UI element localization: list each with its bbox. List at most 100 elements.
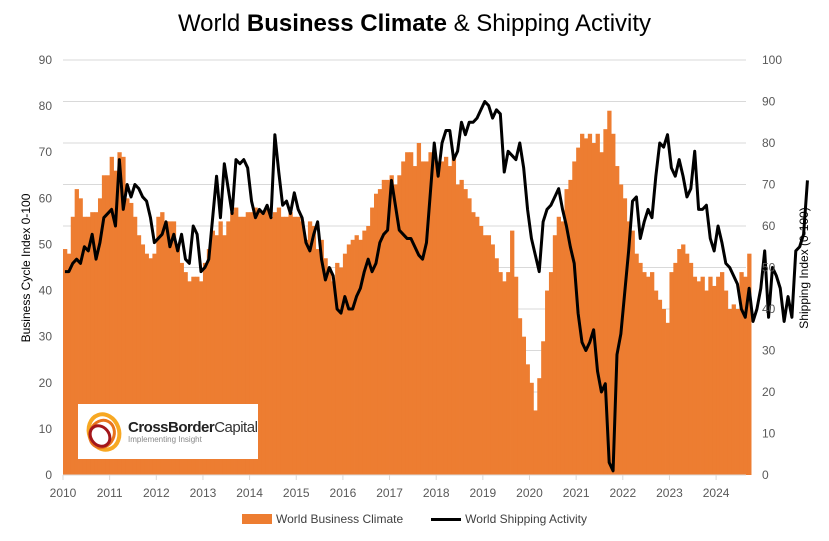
bar <box>665 322 670 475</box>
bar <box>70 216 76 475</box>
bar <box>148 258 153 475</box>
bar <box>646 276 651 475</box>
bar <box>486 235 492 475</box>
bar <box>471 212 476 476</box>
bar <box>300 221 305 475</box>
bar <box>381 179 387 475</box>
bar <box>556 216 561 475</box>
bar <box>234 207 239 475</box>
bar <box>393 184 398 475</box>
bar <box>218 221 223 475</box>
bar <box>716 276 721 475</box>
bar <box>311 226 317 475</box>
bar <box>210 230 216 475</box>
bar <box>183 272 188 475</box>
bar <box>611 133 616 475</box>
bar <box>265 207 270 475</box>
bar <box>195 276 200 475</box>
bar <box>630 230 635 475</box>
bar <box>385 179 390 475</box>
bar <box>249 212 254 476</box>
bar <box>90 212 95 476</box>
bar <box>521 336 527 475</box>
bar <box>595 133 600 475</box>
bar <box>583 138 589 475</box>
bar <box>191 276 196 475</box>
bar <box>739 272 744 475</box>
bar <box>315 249 320 475</box>
bar <box>436 161 441 475</box>
bar <box>475 216 480 475</box>
y-left-axis-title: Business Cycle Index 0-100 <box>19 193 33 342</box>
bar <box>455 184 460 475</box>
y-right-tick-label: 0 <box>762 468 769 482</box>
x-tick-label: 2013 <box>190 486 217 500</box>
bar <box>708 276 713 475</box>
legend-label-shipping-activity: World Shipping Activity <box>465 512 587 526</box>
logo-name: CrossBorderCapital <box>128 419 258 436</box>
bar <box>681 244 686 475</box>
bar <box>747 253 752 475</box>
y-right-tick-label: 70 <box>762 178 776 192</box>
bar <box>692 276 698 475</box>
bar <box>202 262 208 475</box>
bar <box>288 212 293 476</box>
bar <box>685 253 690 475</box>
bar <box>63 249 68 475</box>
bar <box>241 216 247 475</box>
y-left-tick-label: 0 <box>45 468 52 482</box>
legend-label-business-climate: World Business Climate <box>276 512 404 526</box>
x-tick-label: 2015 <box>283 486 310 500</box>
x-tick-label: 2022 <box>609 486 636 500</box>
bar <box>440 161 445 475</box>
bar <box>537 378 542 475</box>
x-tick-label: 2024 <box>703 486 730 500</box>
bar <box>405 152 410 475</box>
bar <box>673 262 678 475</box>
bar <box>510 230 515 475</box>
x-tick-label: 2017 <box>376 486 403 500</box>
bar <box>428 152 433 475</box>
legend: World Business Climate World Shipping Ac… <box>0 512 829 526</box>
bar <box>132 216 138 475</box>
logo-tagline: Implementing Insight <box>128 435 202 444</box>
bar <box>276 207 282 475</box>
bar <box>424 161 429 475</box>
bar <box>615 166 620 475</box>
bar <box>179 262 184 475</box>
bar <box>572 161 577 475</box>
y-right-tick-label: 20 <box>762 385 776 399</box>
bar <box>74 189 79 476</box>
bar <box>564 189 569 476</box>
x-tick-label: 2011 <box>97 486 123 500</box>
y-right-tick-label: 80 <box>762 136 776 150</box>
bar <box>156 216 161 475</box>
logo-swirl-icon <box>86 411 122 452</box>
bar <box>467 198 472 475</box>
bar <box>622 198 628 475</box>
bar <box>269 216 274 475</box>
bar <box>650 272 655 475</box>
bar <box>704 290 709 475</box>
bar <box>358 239 363 475</box>
bar <box>342 253 348 475</box>
bar <box>206 249 212 475</box>
y-left-tick-label: 20 <box>39 376 53 390</box>
x-tick-label: 2021 <box>563 486 590 500</box>
bar <box>335 262 340 475</box>
bar <box>350 239 355 475</box>
bar <box>482 235 488 475</box>
y-left-tick-label: 10 <box>39 422 53 436</box>
bar <box>548 272 554 475</box>
bar <box>560 221 565 475</box>
bar <box>634 253 639 475</box>
bar <box>661 309 666 475</box>
bar <box>642 272 647 475</box>
x-tick-label: 2023 <box>656 486 683 500</box>
bar <box>731 304 736 475</box>
bar <box>167 221 173 475</box>
bar <box>412 166 418 475</box>
business-climate-bars <box>63 110 752 476</box>
legend-swatch-bar <box>242 514 272 524</box>
